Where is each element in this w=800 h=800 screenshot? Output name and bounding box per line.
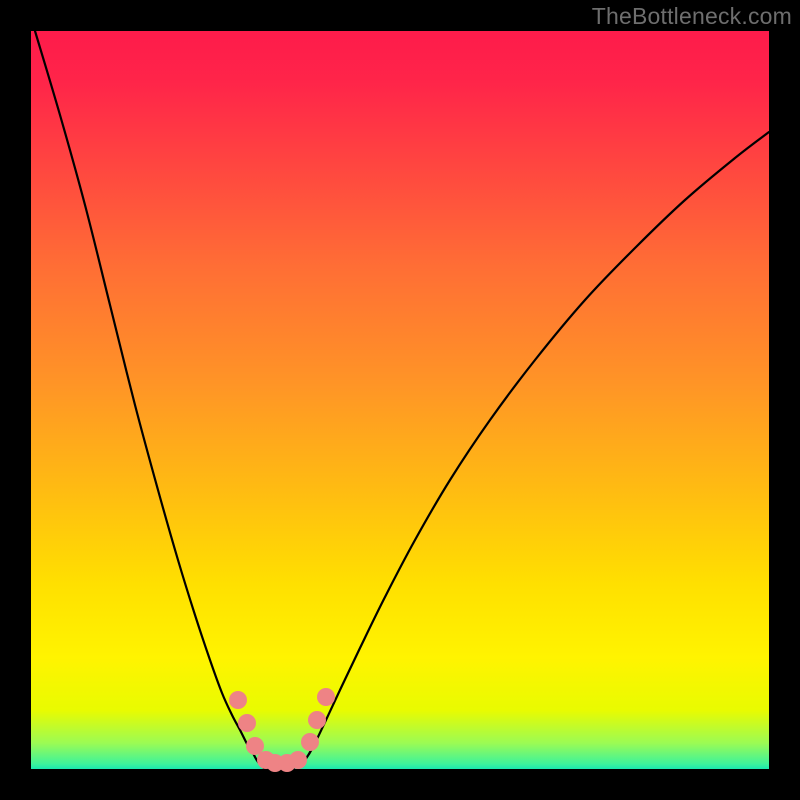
watermark-text: TheBottleneck.com	[592, 3, 792, 30]
curve-left-branch	[35, 31, 251, 751]
curve-marker	[301, 733, 319, 751]
curve-marker	[317, 688, 335, 706]
curve-marker	[308, 711, 326, 729]
plot-area	[31, 31, 769, 769]
curve-marker	[229, 691, 247, 709]
curve-right-branch	[309, 132, 769, 754]
curve-marker	[246, 737, 264, 755]
curve-marker	[289, 751, 307, 769]
curve-marker	[238, 714, 256, 732]
curve-layer	[0, 0, 800, 800]
chart-frame: TheBottleneck.com	[0, 0, 800, 800]
